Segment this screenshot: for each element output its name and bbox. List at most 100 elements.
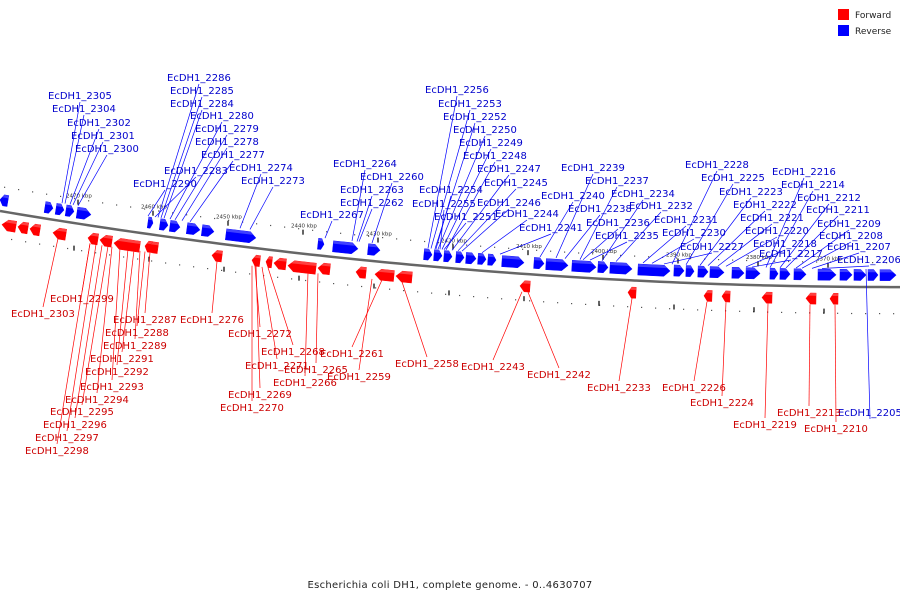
forward-gene-label: EcDH1_2271	[245, 361, 309, 372]
track-dot	[417, 291, 419, 293]
reverse-leader-line	[769, 190, 814, 268]
reverse-gene-label: EcDH1_2241	[519, 223, 583, 234]
forward-gene-label: EcDH1_2303	[11, 309, 75, 320]
reverse-gene-arrow	[609, 262, 633, 275]
track-dot	[53, 245, 55, 247]
reverse-gene-label: EcDH1_2247	[477, 164, 541, 175]
forward-leader-line	[261, 266, 278, 360]
reverse-gene-arrow	[545, 258, 569, 271]
reverse-gene-arrow	[769, 267, 779, 280]
track-dot	[732, 259, 734, 261]
reverse-leader-line	[765, 177, 805, 268]
legend: Forward Reverse	[838, 9, 892, 37]
track-dot	[466, 244, 468, 246]
track-dot	[669, 308, 671, 310]
reverse-gene-arrow	[423, 248, 433, 261]
reverse-gene-label: EcDH1_2220	[745, 226, 809, 237]
track-dot	[585, 303, 587, 305]
reverse-leader-line	[441, 148, 492, 250]
reverse-gene-label: EcDH1_2211	[806, 205, 870, 216]
track-dot	[494, 246, 496, 248]
reverse-leader-line	[801, 241, 852, 269]
reverse-gene-label: EcDH1_2264	[333, 159, 397, 170]
reverse-leader-line	[717, 223, 773, 267]
reverse-gene-label: EcDH1_2286	[167, 73, 231, 84]
forward-gene-arrow	[317, 262, 331, 276]
reverse-leader-line	[457, 188, 517, 252]
forward-gene-arrow	[251, 254, 261, 267]
track-dot	[865, 313, 867, 315]
forward-gene-arrow	[147, 241, 159, 254]
reverse-gene-arrow	[317, 237, 325, 250]
track-dot	[235, 271, 237, 273]
track-dot	[74, 198, 76, 200]
forward-gene-label: EcDH1_2219	[733, 420, 797, 431]
reverse-leader-line	[64, 114, 85, 204]
reverse-gene-label: EcDH1_2255	[412, 199, 476, 210]
track-dot	[389, 288, 391, 290]
track-dot	[536, 249, 538, 251]
reverse-gene-label: EcDH1_2280	[190, 111, 254, 122]
forward-gene-label: EcDH1_2298	[25, 446, 89, 457]
reverse-gene-label: EcDH1_2222	[733, 200, 797, 211]
track-dot	[620, 254, 622, 256]
forward-gene-label: EcDH1_2297	[35, 433, 99, 444]
track-dot	[578, 252, 580, 254]
reverse-gene-label: EcDH1_2250	[453, 125, 517, 136]
reverse-leader-line	[663, 252, 713, 265]
reverse-leader-line	[435, 195, 452, 250]
track-dot	[627, 306, 629, 308]
track-dot	[893, 313, 895, 315]
reverse-leader-line	[427, 95, 458, 249]
track-dot	[60, 195, 62, 197]
reverse-gene-arrow	[332, 240, 359, 254]
reverse-leader-line	[865, 268, 871, 420]
reverse-leader-line	[77, 154, 108, 206]
reverse-gene-label: EcDH1_2205	[838, 408, 900, 419]
forward-gene-label: EcDH1_2265	[284, 365, 348, 376]
reverse-leader-line	[699, 197, 752, 266]
forward-leader-line	[527, 292, 560, 369]
reverse-gene-label: EcDH1_2246	[477, 198, 541, 209]
forward-gene-label: EcDH1_2291	[90, 354, 154, 365]
forward-leader-line	[81, 246, 109, 406]
forward-gene-label: EcDH1_2266	[273, 378, 337, 389]
tick-label: 2430 kbp	[366, 232, 392, 238]
track-dot	[109, 254, 111, 256]
reverse-gene-arrow	[779, 268, 791, 280]
reverse-leader-line	[582, 228, 619, 260]
track-dot	[424, 240, 426, 243]
reverse-leader-line	[671, 170, 718, 265]
tick-label: 2370 kbp	[816, 257, 842, 263]
track-dot	[214, 217, 216, 220]
tick-label: 2380 kbp	[746, 255, 772, 261]
reverse-leader-line	[169, 121, 223, 220]
gene-arrows	[0, 194, 897, 305]
reverse-leader-line	[445, 161, 496, 250]
track-dot	[144, 208, 146, 210]
track-dot	[88, 200, 90, 202]
forward-gene-arrow	[395, 270, 413, 284]
track-dot	[270, 224, 272, 227]
track-dot	[445, 293, 447, 295]
track-dot	[459, 294, 461, 297]
reverse-gene-arrow	[225, 228, 257, 243]
track-dot	[354, 234, 356, 236]
track-dot	[81, 250, 83, 252]
forward-gene-arrow	[805, 292, 817, 305]
reverse-gene-arrow	[367, 243, 381, 256]
forward-gene-label: EcDH1_2295	[50, 407, 114, 418]
track-dot	[137, 258, 139, 260]
reverse-gene-arrow	[731, 266, 745, 279]
reverse-gene-label: EcDH1_2245	[484, 178, 548, 189]
track-dot	[207, 268, 209, 270]
reverse-leader-line	[564, 214, 601, 259]
reverse-gene-label: EcDH1_2227	[680, 242, 744, 253]
reverse-gene-label: EcDH1_2254	[419, 185, 483, 196]
track-dot	[200, 216, 202, 218]
forward-gene-label: EcDH1_2233	[587, 383, 651, 394]
forward-leader-line	[492, 291, 523, 361]
forward-leader-line	[267, 267, 294, 346]
track-dot	[571, 303, 573, 305]
forward-gene-label: EcDH1_2296	[43, 420, 107, 431]
